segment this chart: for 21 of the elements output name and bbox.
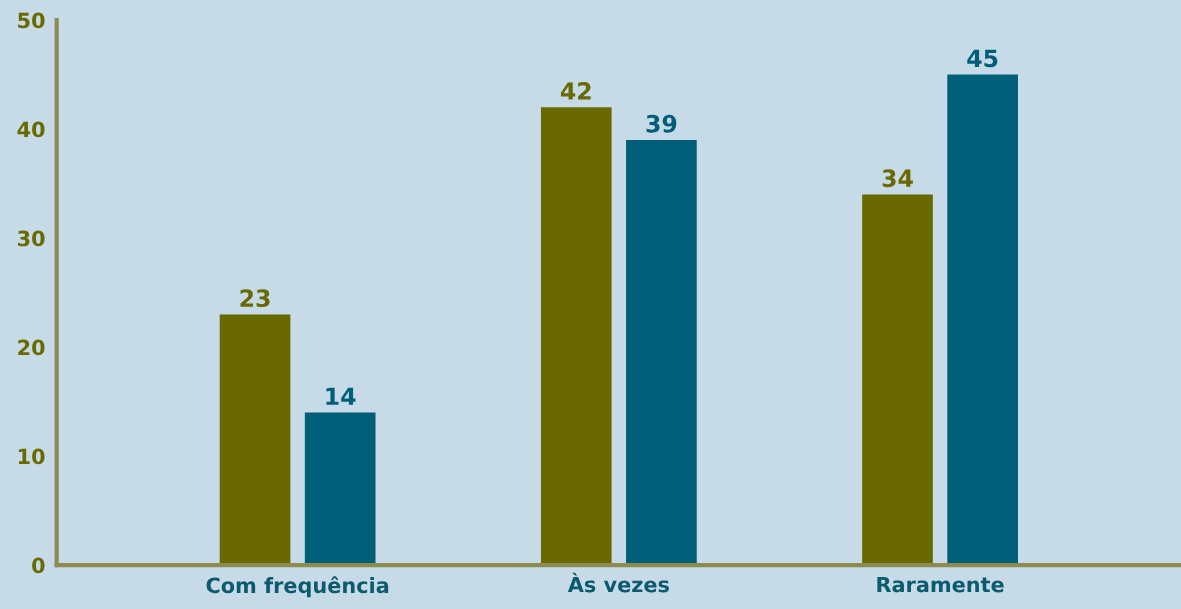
- bar: [947, 74, 1018, 566]
- bar: [304, 412, 376, 566]
- data-label: 14: [326, 387, 356, 405]
- y-tick-label: 10: [18, 448, 45, 465]
- data-label: 45: [967, 49, 998, 68]
- bar: [862, 194, 933, 566]
- data-label: 34: [882, 169, 913, 188]
- data-label: 23: [240, 289, 270, 308]
- x-tick-label: Com frequência: [206, 576, 389, 598]
- x-tick-label: Às vezes: [567, 572, 669, 593]
- y-tick-label: 0: [32, 557, 45, 574]
- data-label: 39: [646, 114, 677, 133]
- y-tick-label: 40: [17, 121, 45, 138]
- y-tick-label: 30: [17, 230, 45, 247]
- y-tick-label: 50: [18, 12, 45, 29]
- bar: [540, 107, 612, 566]
- data-label: 42: [560, 82, 591, 100]
- bar: [219, 314, 291, 566]
- y-tick-label: 20: [18, 339, 45, 356]
- x-tick-label: Raramente: [877, 576, 1004, 593]
- bar: [626, 140, 697, 566]
